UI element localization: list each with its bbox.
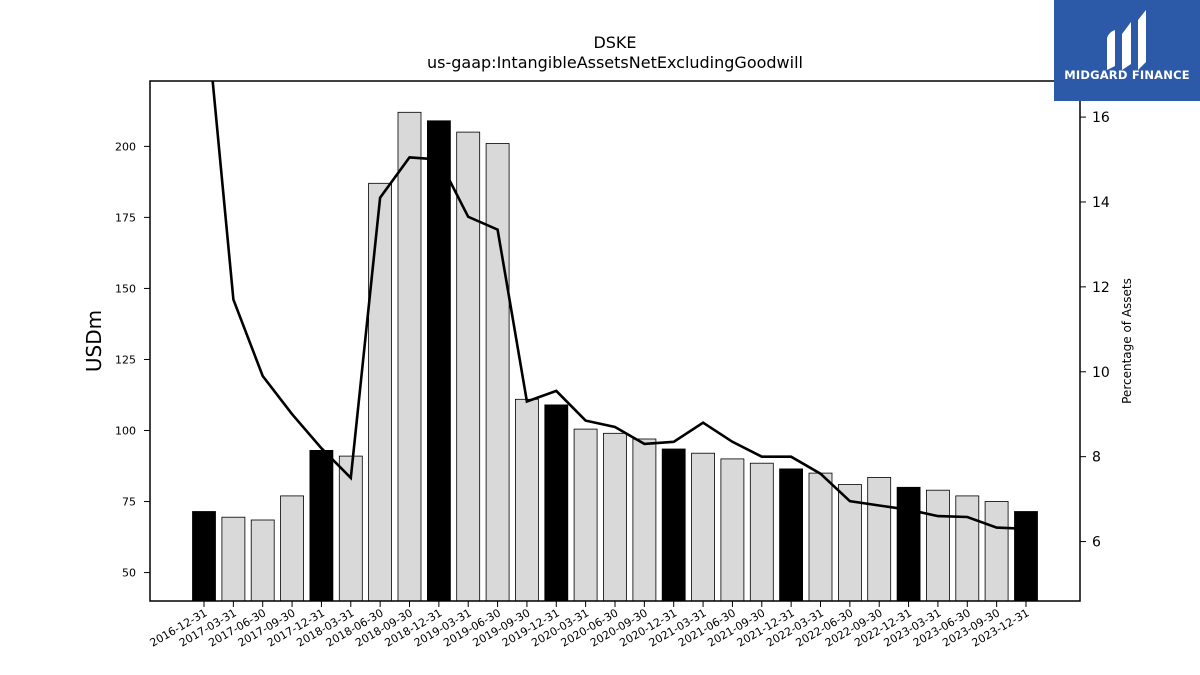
bar	[397, 111, 422, 602]
bar	[749, 462, 774, 602]
bar	[309, 449, 334, 602]
bar	[250, 519, 275, 602]
percentage-line	[211, 81, 1027, 531]
bar	[280, 495, 305, 602]
y-axis-right: 6 8 10 12 14 16	[1080, 110, 1110, 551]
chart-subtitle: us-gaap:IntangibleAssetsNetExcludingGood…	[427, 53, 803, 72]
bar	[192, 511, 216, 602]
bar	[779, 468, 803, 602]
y2-tick-label: 16	[1092, 110, 1110, 126]
bar	[926, 489, 950, 602]
y2-tick-label: 8	[1092, 450, 1101, 466]
midgard-logo: MIDGARD FINANCE	[1054, 0, 1200, 101]
bar	[485, 143, 510, 602]
x-axis: 2016-12-312017-03-312017-06-302017-09-30…	[148, 601, 1032, 650]
bar	[573, 428, 598, 602]
y2-tick-label: 10	[1092, 365, 1110, 381]
bar	[603, 432, 627, 602]
bar	[896, 486, 921, 602]
bar	[720, 458, 745, 602]
logo-text: MIDGARD FINANCE	[1064, 68, 1190, 82]
bar	[515, 398, 539, 602]
y-tick-label: 125	[115, 353, 136, 366]
y-axis-label: USDm	[82, 310, 106, 372]
bar	[426, 120, 451, 602]
bar	[867, 476, 892, 602]
y2-tick-label: 12	[1092, 280, 1110, 296]
y-tick-label: 75	[122, 496, 136, 509]
y2-tick-label: 14	[1092, 195, 1110, 211]
bar	[661, 448, 686, 602]
y-tick-label: 50	[122, 567, 136, 580]
bar	[632, 438, 657, 602]
bar	[1014, 511, 1038, 602]
bar-series	[192, 111, 1038, 602]
bar	[808, 472, 833, 602]
y2-axis-label: Percentage of Assets	[1120, 278, 1134, 404]
y-axis-left: 50 75 100 125 150 175 200	[115, 140, 150, 580]
bar	[221, 516, 246, 602]
bar	[691, 452, 715, 602]
y-tick-label: 175	[115, 211, 136, 224]
bar	[955, 495, 980, 602]
bar	[984, 501, 1009, 602]
bar	[544, 404, 569, 602]
midgard-logo-icon	[1107, 10, 1146, 70]
bar	[368, 182, 393, 602]
chart-title: DSKE	[593, 33, 636, 52]
y2-tick-label: 6	[1092, 535, 1101, 551]
y-tick-label: 200	[115, 140, 136, 153]
y-tick-label: 150	[115, 282, 136, 295]
y-tick-label: 100	[115, 425, 136, 438]
line-series	[211, 81, 1027, 531]
